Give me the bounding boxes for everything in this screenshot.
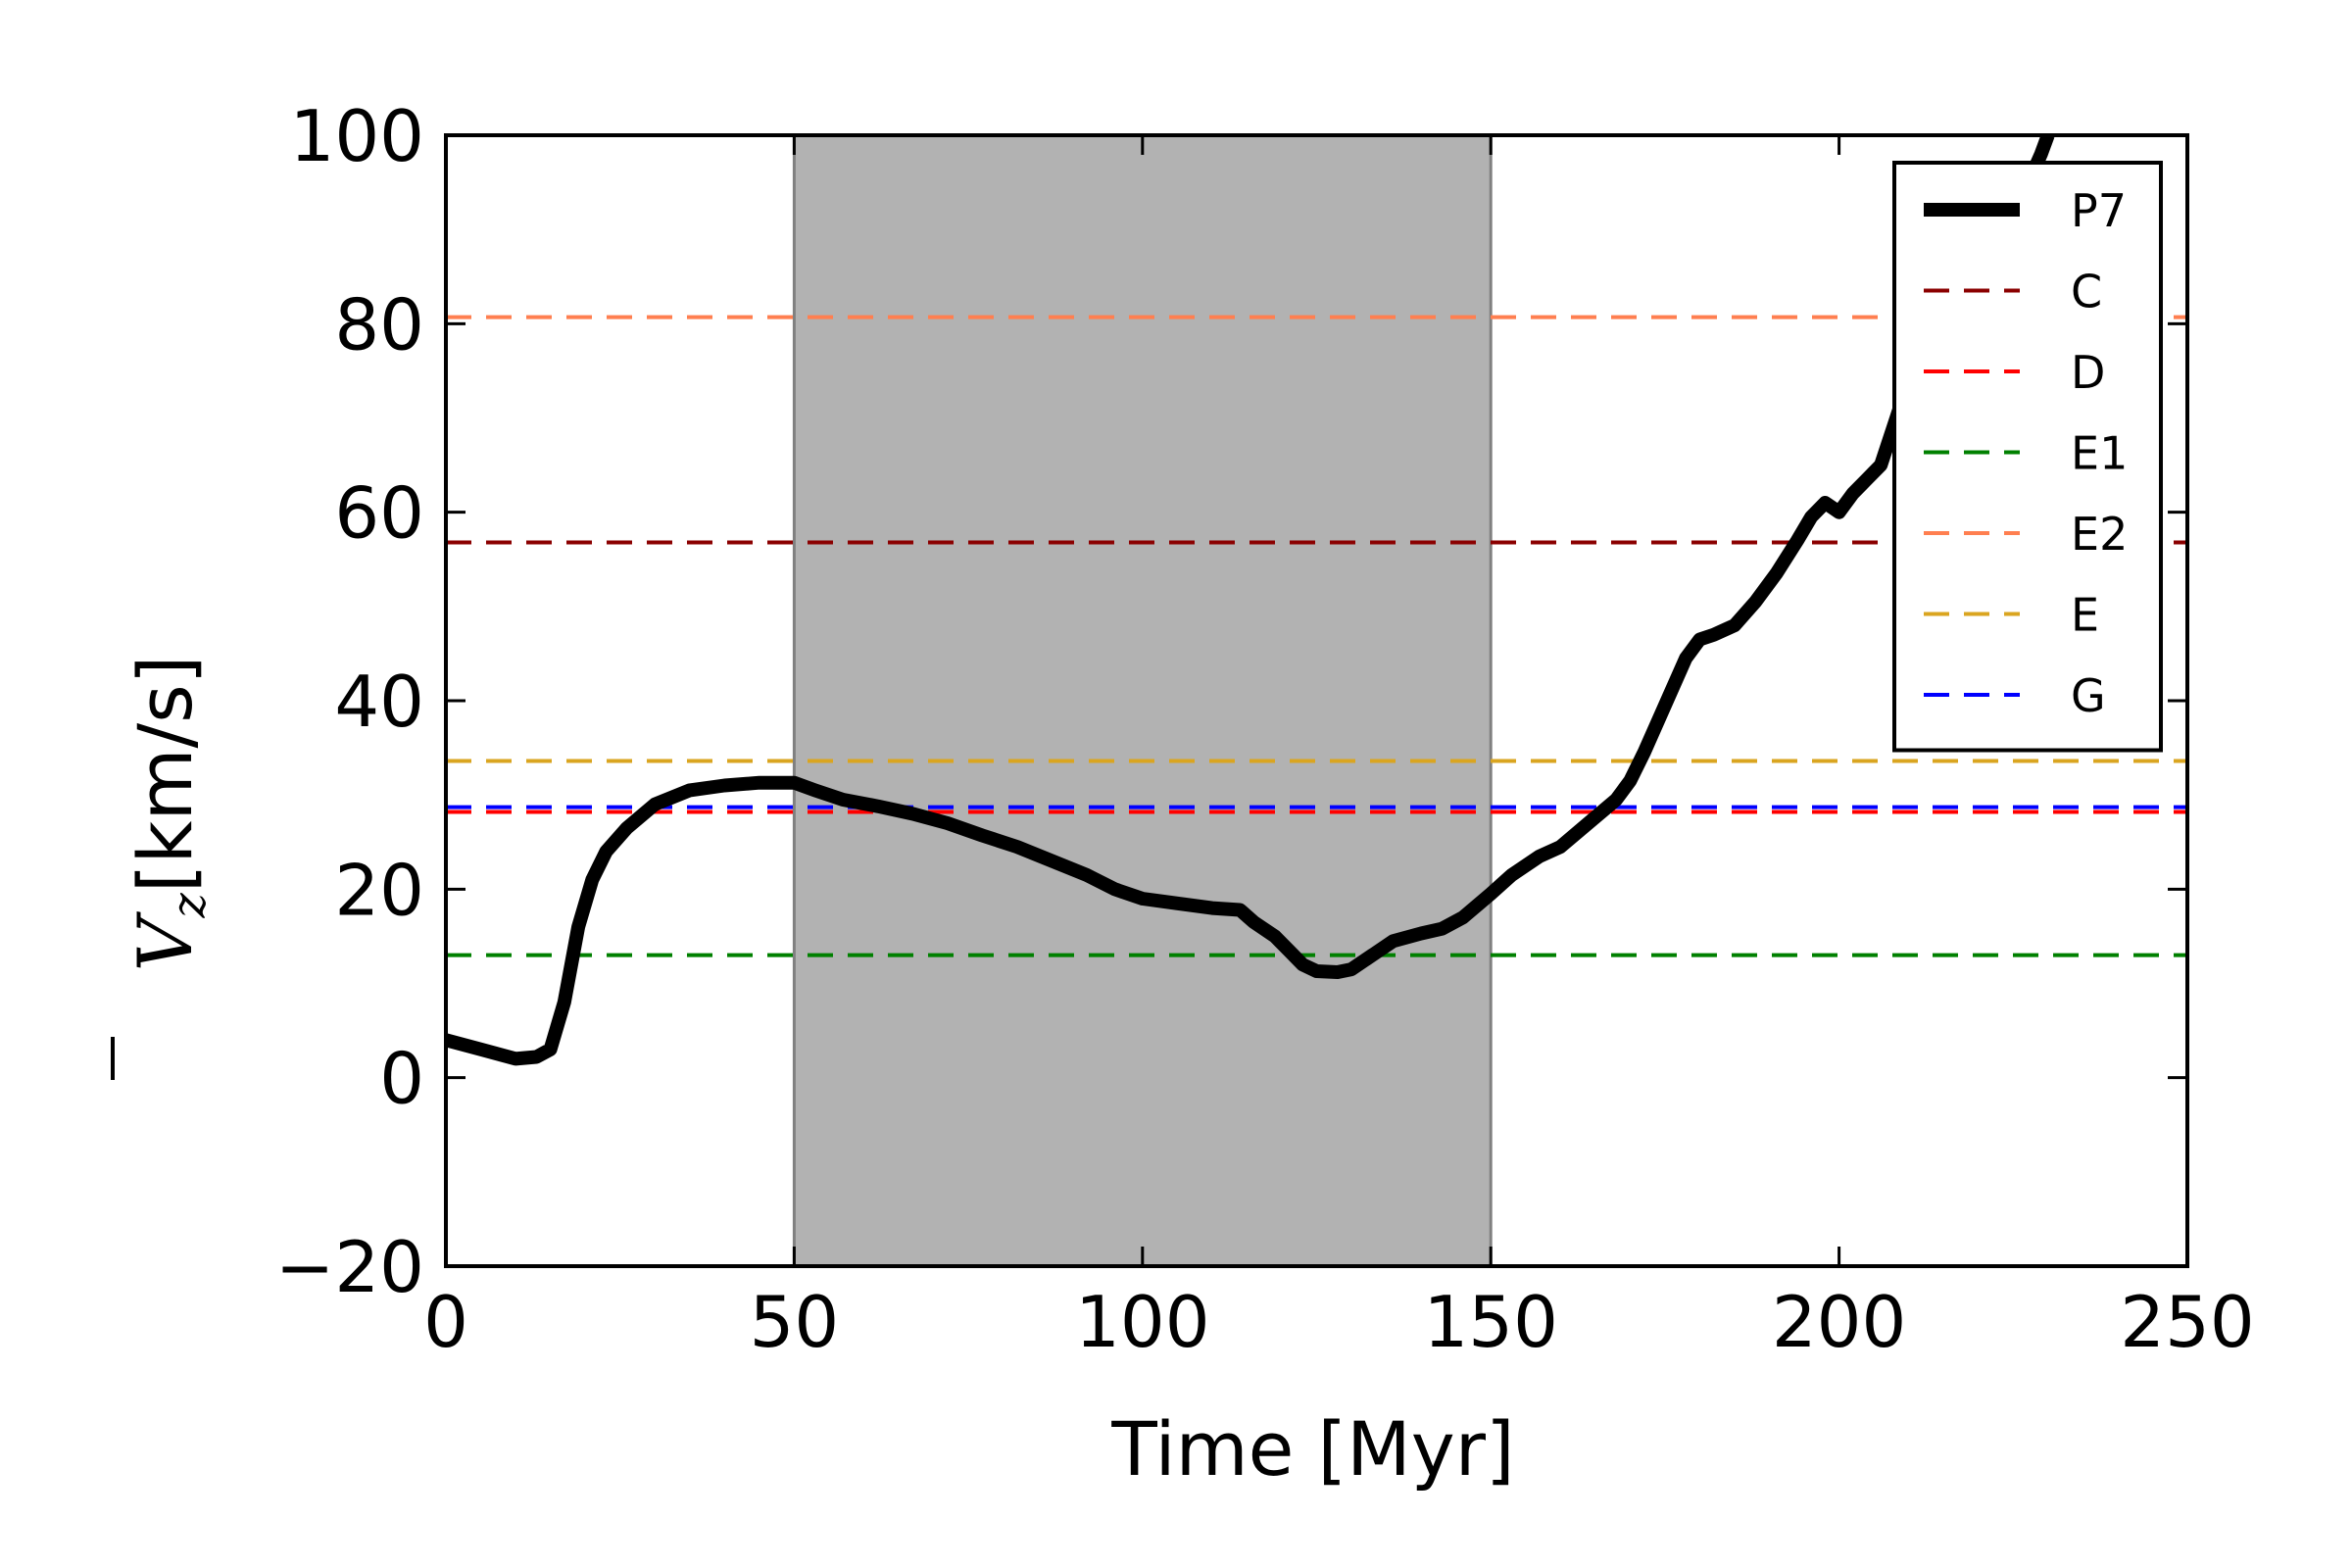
legend-label: E1 [2071,427,2128,480]
x-tick-label: 150 [1423,1281,1557,1363]
y-axis-label-symbol: V [122,910,209,971]
legend-label: G [2071,669,2106,722]
legend-label: E2 [2071,508,2128,561]
x-axis-label: Time [Myr] [1110,1405,1514,1493]
y-tick-label: 60 [334,472,424,555]
y-tick-label: 40 [334,661,424,743]
legend-item-d: D [1924,346,2105,399]
y-tick-label: 20 [334,849,424,931]
legend-item-p7: P7 [1924,184,2127,237]
legend-item-e: E [1924,589,2099,642]
y-tick-label: 100 [290,95,424,177]
y-axis-label-unit: [km/s] [122,656,209,894]
series-line-p7 [446,135,2055,1066]
x-tick-label: 100 [1075,1281,1209,1363]
legend-item-c: C [1924,266,2102,318]
x-tick-label: 0 [423,1281,468,1363]
legend-label: E [2071,589,2099,642]
legend-label: C [2071,266,2102,318]
legend-label: D [2071,346,2105,399]
legend-item-g: G [1924,669,2106,722]
y-axis-label-subscript: z [162,892,217,918]
shaded-region [794,135,1492,1266]
y-axis-label: Vz[km/s] [111,656,217,1080]
x-tick-label: 250 [2120,1281,2254,1363]
legend-item-e1: E1 [1924,427,2128,480]
x-tick-label: 50 [750,1281,840,1363]
svg-text:Vz[km/s]: Vz[km/s] [122,656,217,972]
plot-frame [444,133,2189,1268]
legend-label: P7 [2071,184,2127,237]
y-tick-label: 80 [334,283,424,366]
legend-item-e2: E2 [1924,508,2128,561]
legend-box [1892,161,2163,753]
legend: P7 CD E1 E2 EG [1892,161,2163,753]
y-tick-label: 0 [379,1038,424,1120]
plot-area [446,135,2187,1266]
x-tick-label: 200 [1772,1281,1906,1363]
y-tick-label: −20 [275,1226,424,1308]
